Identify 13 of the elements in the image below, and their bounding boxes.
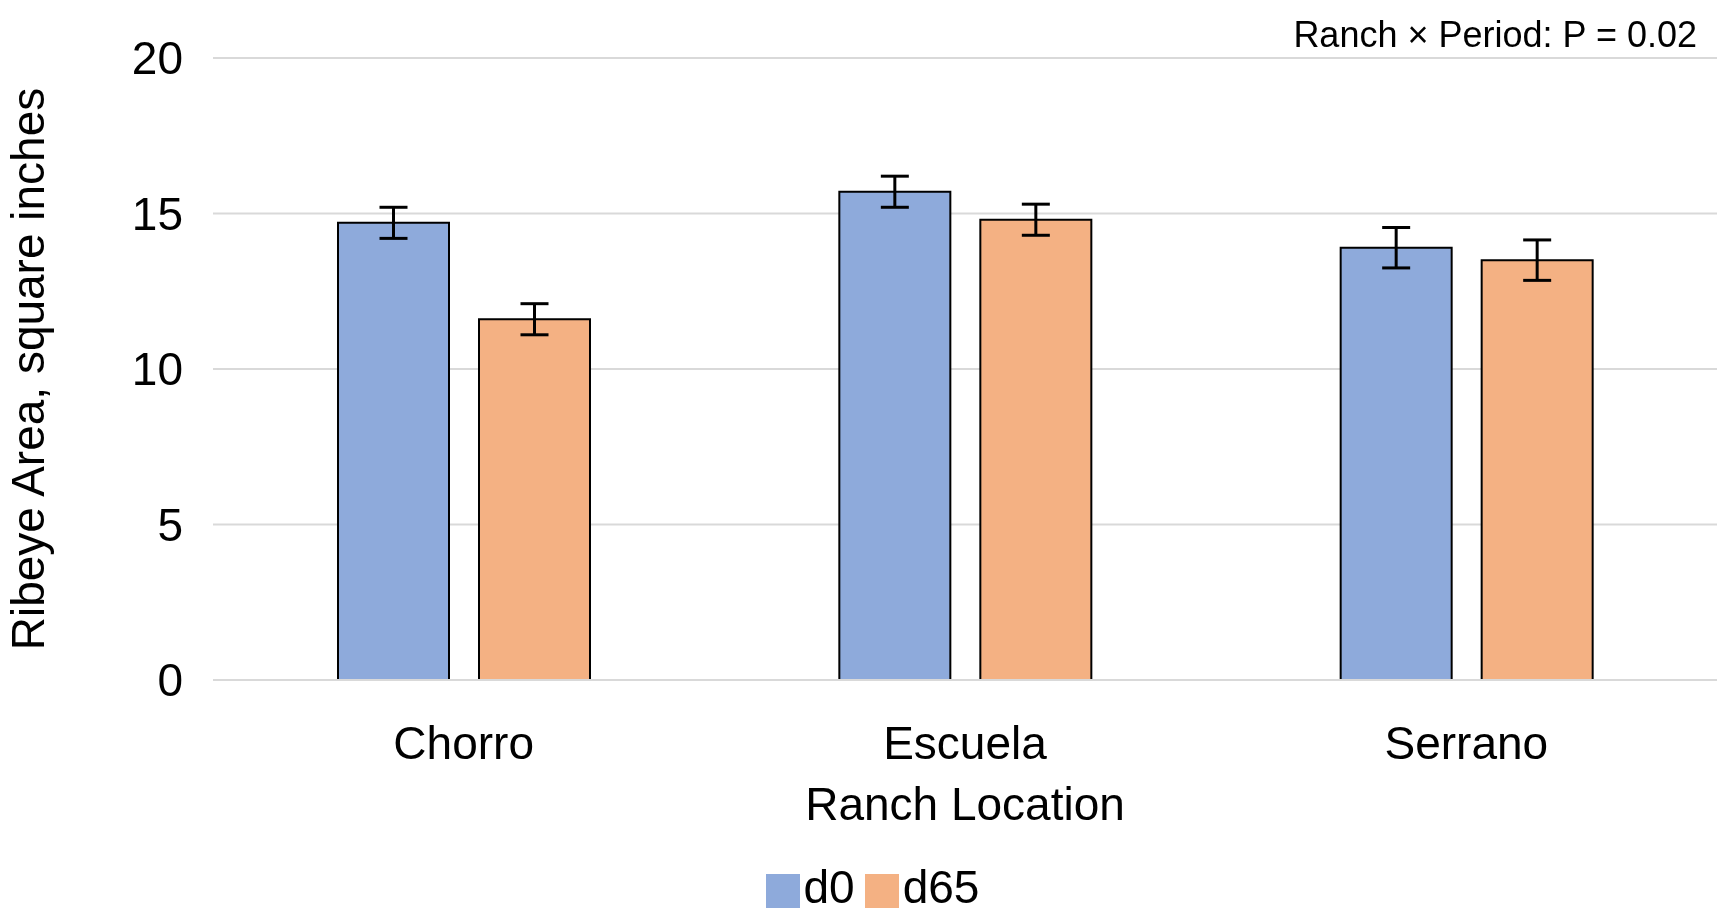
text: Ranch × Period: P = 0.02: [1293, 14, 1697, 56]
legend-label: d0: [803, 861, 855, 913]
x-tick-label: Chorro: [393, 716, 534, 769]
x-tick-label: Escuela: [883, 716, 1048, 769]
y-tick-label: 10: [131, 343, 183, 396]
x-tick-label: Serrano: [1384, 716, 1549, 769]
x-axis-title: Ranch Location: [805, 778, 1125, 830]
y-tick-label: 20: [131, 32, 183, 85]
y-tick-label: 0: [157, 654, 183, 707]
y-axis-title: Ribeye Area, square inches: [2, 87, 55, 651]
y-tick-label: 15: [131, 187, 183, 240]
legend-label: d65: [902, 861, 980, 913]
y-tick-label: 5: [157, 498, 183, 551]
